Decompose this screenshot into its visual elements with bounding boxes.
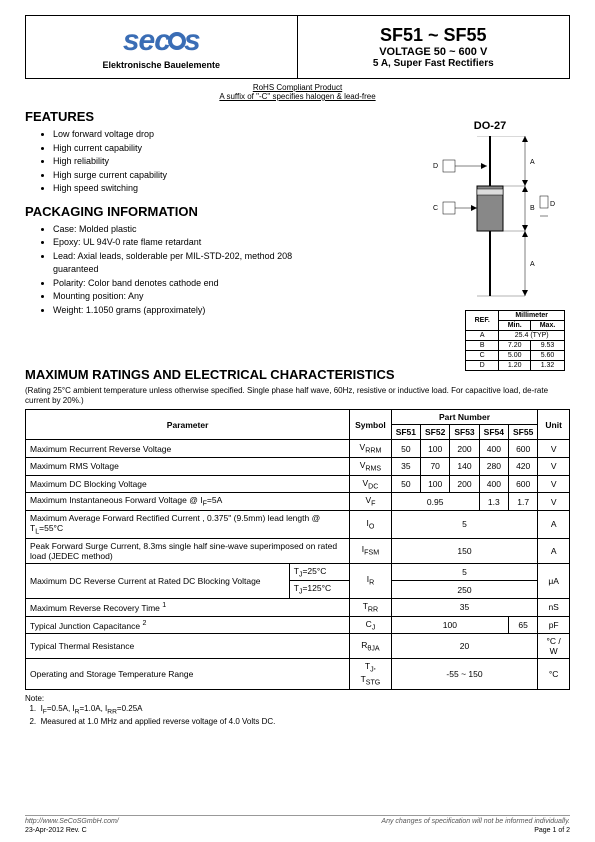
dimension-table: REF.Millimeter Min.Max. A25.4 (TYP) B7.2… — [465, 310, 565, 371]
packaging-list: Case: Molded plastic Epoxy: UL 94V-0 rat… — [25, 223, 305, 318]
ratings-section: MAXIMUM RATINGS AND ELECTRICAL CHARACTER… — [25, 367, 570, 728]
packaging-item: Lead: Axial leads, solderable per MIL-ST… — [53, 250, 305, 277]
desc-line: 5 A, Super Fast Rectifiers — [373, 58, 494, 69]
footer-disclaimer: Any changes of specification will not be… — [381, 818, 570, 825]
packaging-item: Epoxy: UL 94V-0 rate flame retardant — [53, 236, 305, 250]
part-title: SF51 ~ SF55 — [380, 25, 487, 46]
packaging-item: Polarity: Color band denotes cathode end — [53, 277, 305, 291]
logo-box: se c s Elektronische Bauelemente — [26, 16, 298, 78]
packaging-item: Mounting position: Any — [53, 290, 305, 304]
svg-text:D: D — [433, 163, 438, 170]
packaging-item: Case: Molded plastic — [53, 223, 305, 237]
header: se c s Elektronische Bauelemente SF51 ~ … — [25, 15, 570, 79]
svg-text:B: B — [530, 205, 535, 212]
svg-text:C: C — [433, 205, 438, 212]
ratings-note: (Rating 25°C ambient temperature unless … — [25, 386, 570, 405]
packaging-item: Weight: 1.1050 grams (approximately) — [53, 304, 305, 318]
ratings-table: Parameter Symbol Part Number Unit SF51SF… — [25, 409, 570, 690]
svg-text:A: A — [530, 159, 535, 166]
footer-date: 23-Apr-2012 Rev. C — [25, 827, 87, 834]
logo: se c s — [123, 24, 200, 58]
table-notes: Note: 1. IF=0.5A, IR=1.0A, IRR=0.25A 2. … — [25, 694, 570, 728]
title-box: SF51 ~ SF55 VOLTAGE 50 ~ 600 V 5 A, Supe… — [298, 16, 570, 78]
page-footer: http://www.SeCoSGmbH.com/ Any changes of… — [25, 815, 570, 834]
voltage-line: VOLTAGE 50 ~ 600 V — [379, 46, 487, 58]
diode-outline-icon: A B A D C D — [415, 136, 565, 306]
logo-subtitle: Elektronische Bauelemente — [102, 60, 220, 70]
footer-page: Page 1 of 2 — [534, 827, 570, 834]
svg-text:A: A — [530, 261, 535, 268]
footer-url: http://www.SeCoSGmbH.com/ — [25, 818, 119, 825]
package-type-label: DO-27 — [415, 120, 565, 132]
svg-text:D: D — [550, 201, 555, 208]
package-diagram: DO-27 A B A D C D — [415, 120, 565, 371]
rohs-note: RoHS Compliant Product A suffix of "-C" … — [25, 83, 570, 101]
